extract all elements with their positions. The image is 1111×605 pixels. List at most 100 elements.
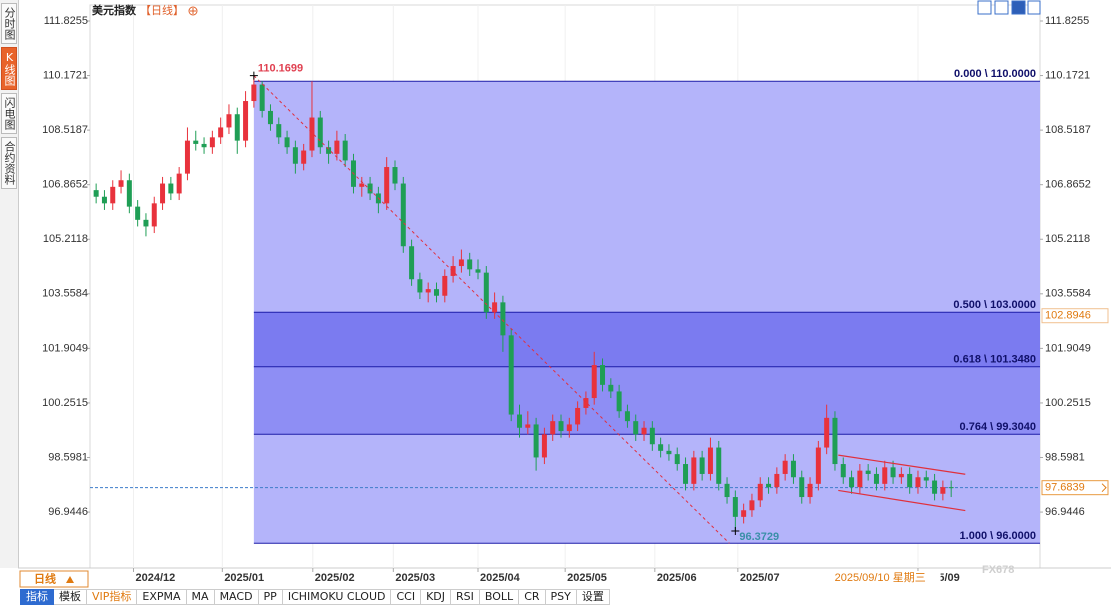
sidebar-tab[interactable]: K线图 <box>1 47 17 90</box>
candle-body <box>450 266 456 276</box>
watermark: FX678 <box>982 564 1014 576</box>
sidebar-tab[interactable]: 闪电图 <box>1 93 17 134</box>
candle-body <box>151 203 157 227</box>
candle-body <box>608 384 614 392</box>
toolbar-icons <box>977 0 1041 15</box>
candle-body <box>317 117 323 148</box>
candle-body <box>135 206 141 220</box>
candle-body <box>417 279 423 293</box>
candle-body <box>807 483 813 498</box>
x-tick-label: 2025/01 <box>224 572 264 584</box>
candle-body <box>633 421 639 435</box>
candle-body <box>234 114 240 141</box>
y-tick-label: 111.8255 <box>44 15 88 27</box>
candle-body <box>309 117 315 151</box>
y-tick-label: 108.5187 <box>42 124 88 136</box>
candle-body <box>292 147 298 164</box>
candle-body <box>882 467 888 484</box>
candle-body <box>915 477 921 488</box>
toolbar-item[interactable]: 设置 <box>576 589 610 605</box>
fib-zone <box>253 81 1040 313</box>
icon-zoom[interactable] <box>994 0 1009 15</box>
toolbar-item[interactable]: MACD <box>214 589 259 605</box>
icon-back[interactable] <box>1011 0 1026 15</box>
candle-body <box>774 473 780 488</box>
candle-body <box>732 497 738 517</box>
low-annotation-label: 96.3729 <box>739 531 779 543</box>
add-icon[interactable] <box>188 6 198 16</box>
y-tick-label: 96.9446 <box>1045 506 1085 518</box>
candle-body <box>284 137 290 148</box>
toolbar-item[interactable]: VIP指标 <box>87 589 138 605</box>
candle-body <box>508 335 514 415</box>
toolbar-item[interactable]: CR <box>519 589 546 605</box>
candle-body <box>110 186 116 204</box>
candle-body <box>218 127 224 138</box>
sidebar-tab[interactable]: 合约资料 <box>1 137 17 189</box>
candle-body <box>550 421 556 435</box>
candle-body <box>857 470 863 488</box>
y-tick-label: 103.5584 <box>1045 288 1091 300</box>
toolbar-item[interactable]: 模板 <box>54 589 87 605</box>
x-tick-label: 2025/07 <box>740 572 780 584</box>
y-tick-label: 106.8652 <box>42 179 88 191</box>
y-tick-label: 101.9049 <box>1045 342 1091 354</box>
toolbar-item[interactable]: RSI <box>451 589 480 605</box>
y-tick-label: 110.1721 <box>43 69 88 81</box>
candle-body <box>425 289 431 293</box>
toolbar-item[interactable]: EXPMA <box>137 589 187 605</box>
toolbar: 指标 模板 VIP指标 EXPMA MA MACD PP ICHIMOKU CLOUD CCI K… <box>20 589 610 605</box>
y-tick-label: 100.2515 <box>42 397 88 409</box>
candle-body <box>184 140 190 174</box>
y-tick-label: 108.5187 <box>1045 124 1091 136</box>
candle-body <box>840 464 846 478</box>
candle-body <box>342 140 348 161</box>
icon-move[interactable] <box>977 0 992 15</box>
fib-label: 0.000 \ 110.0000 <box>954 68 1036 80</box>
toolbar-item[interactable]: CCI <box>391 589 422 605</box>
fib-zone <box>253 434 1040 544</box>
x-tick-label: 2025/06 <box>657 572 697 584</box>
toolbar-item[interactable]: 指标 <box>20 589 54 605</box>
last-price-box <box>1041 480 1109 496</box>
candle-body <box>865 470 871 474</box>
candle-body <box>101 196 107 204</box>
candle-body <box>126 180 132 207</box>
candle-body <box>276 124 282 138</box>
y-tick-label: 103.5584 <box>42 288 88 300</box>
candle-body <box>707 447 713 474</box>
fib-label: 1.000 \ 96.0000 <box>960 530 1036 542</box>
toolbar-item[interactable]: PP <box>258 589 283 605</box>
candle-body <box>824 417 830 448</box>
candle-body <box>143 219 149 227</box>
candle-body <box>666 450 672 455</box>
candle-body <box>433 289 439 296</box>
candle-body <box>176 173 182 194</box>
candle-body <box>259 84 265 111</box>
candle-body <box>409 246 415 280</box>
candle-body <box>566 424 572 432</box>
y-tick-label: 111.8255 <box>1045 15 1089 27</box>
candle-body <box>267 110 273 125</box>
candle-body <box>442 275 448 296</box>
toolbar-item[interactable]: MA <box>186 589 215 605</box>
candle-body <box>699 457 705 474</box>
icon-forward[interactable] <box>1027 0 1041 15</box>
candle-body <box>649 427 655 445</box>
toolbar-item[interactable]: KDJ <box>421 589 452 605</box>
candle-body <box>741 510 747 517</box>
toolbar-item[interactable]: PSY <box>545 589 577 605</box>
sidebar-tab[interactable]: 分时图 <box>1 3 17 44</box>
toolbar-item[interactable]: BOLL <box>479 589 520 605</box>
candle-body <box>359 183 365 187</box>
candle-body <box>832 417 838 465</box>
high-annotation-label: 110.1699 <box>258 63 303 75</box>
candle-body <box>475 269 481 273</box>
y-tick-label: 98.5981 <box>1045 451 1085 463</box>
period-button-label: 日线 <box>34 571 56 585</box>
candle-body <box>251 84 257 102</box>
y-tick-label: 96.9446 <box>48 506 88 518</box>
y-tick-label: 98.5981 <box>48 451 88 463</box>
toolbar-item[interactable]: ICHIMOKU CLOUD <box>282 589 392 605</box>
candle-body <box>243 101 249 141</box>
